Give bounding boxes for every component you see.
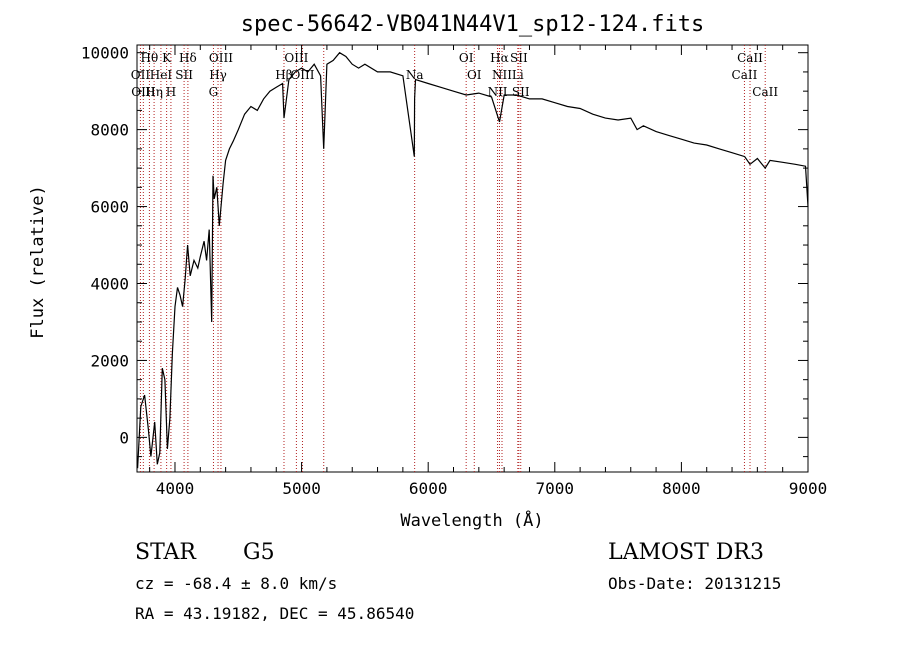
y-axis-label: Flux (relative) — [28, 185, 48, 339]
x-tick-label: 7000 — [536, 479, 575, 498]
line-marker-label: OII — [131, 68, 151, 82]
observation-date: Obs-Date: 20131215 — [608, 574, 782, 593]
x-tick-label: 4000 — [156, 479, 195, 498]
y-tick-label: 2000 — [90, 351, 129, 370]
line-marker-label: NII — [488, 85, 508, 99]
y-tick-label: 0 — [119, 428, 129, 447]
y-tick-label: 8000 — [90, 121, 129, 140]
line-marker-label: H — [166, 85, 176, 99]
y-tick-label: 10000 — [81, 44, 129, 63]
line-marker-label: Li — [512, 68, 524, 82]
x-tick-label: 8000 — [662, 479, 701, 498]
line-marker-label: HeI — [150, 68, 173, 82]
plot-frame — [136, 44, 809, 473]
line-marker-label: SII — [175, 68, 193, 82]
line-marker-label: Hγ — [209, 68, 227, 82]
line-marker-label: SII — [512, 85, 530, 99]
spectrum-line — [137, 51, 809, 469]
line-marker-label: OIII — [131, 85, 155, 99]
line-marker-label: OIII — [290, 68, 314, 82]
line-marker-label: OI — [467, 68, 482, 82]
x-tick-label: 5000 — [282, 479, 321, 498]
line-marker-label: OIII — [209, 51, 233, 65]
line-marker-label: Hα — [490, 51, 509, 65]
line-marker-label: NII — [492, 68, 512, 82]
survey-name: LAMOST DR3 — [608, 540, 764, 565]
object-class: STAR — [135, 540, 196, 565]
x-tick-label: 9000 — [789, 479, 828, 498]
line-marker-label: Hη — [145, 85, 163, 99]
line-marker-label: Hδ — [179, 51, 197, 65]
line-marker-label: Hθ — [141, 51, 159, 65]
x-axis-label: Wavelength (Å) — [400, 511, 544, 531]
x-tick-label: 6000 — [409, 479, 448, 498]
chart-title: spec-56642-VB041N44V1_sp12-124.fits — [240, 12, 705, 37]
line-marker-label: CaII — [737, 51, 763, 65]
y-tick-label: 6000 — [90, 198, 129, 217]
line-marker-label: OIII — [284, 51, 308, 65]
line-marker-label: Hβ — [275, 68, 292, 82]
line-marker-label: SII — [510, 51, 528, 65]
object-subclass: G5 — [243, 540, 275, 565]
coordinates: RA = 43.19182, DEC = 45.86540 — [135, 604, 415, 623]
y-tick-label: 4000 — [90, 275, 129, 294]
line-marker-label: CaII — [752, 85, 778, 99]
line-marker-label: OI — [459, 51, 474, 65]
line-marker-label: G — [209, 85, 219, 99]
line-marker-label: K — [162, 51, 172, 65]
redshift-info: cz = -68.4 ± 8.0 km/s — [135, 574, 338, 593]
line-marker-label: Na — [406, 68, 424, 82]
line-marker-label: CaII — [732, 68, 758, 82]
